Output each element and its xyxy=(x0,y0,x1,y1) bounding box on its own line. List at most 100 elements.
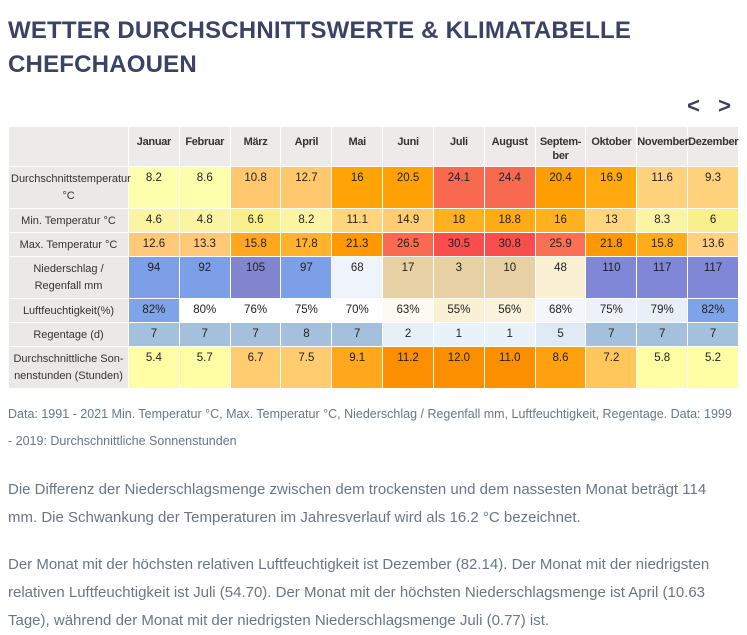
column-header-month: Januar xyxy=(128,126,180,167)
value-cell: 20.4 xyxy=(534,165,587,209)
value-cell: 117 xyxy=(687,255,739,299)
value-cell: 55% xyxy=(432,297,485,323)
value-cell: 105 xyxy=(229,255,282,299)
value-cell: 117 xyxy=(636,255,689,299)
value-cell: 8.2 xyxy=(280,207,333,233)
value-cell: 68% xyxy=(534,297,587,323)
page-title-line1: WETTER DURCHSCHNITTSWERTE & KLIMATABELLE xyxy=(8,17,632,44)
value-cell: 11.1 xyxy=(331,207,384,233)
value-cell: 5.4 xyxy=(128,345,180,389)
table-head: Januar Februar März April Mai Juni Juli August S… xyxy=(8,126,739,167)
value-cell: 76% xyxy=(229,297,282,323)
value-cell: 82% xyxy=(128,297,180,323)
value-cell: 17.8 xyxy=(280,231,333,257)
row-label: Niederschlag / Regenfall mm xyxy=(8,255,129,299)
value-cell: 30.5 xyxy=(432,231,485,257)
value-cell: 15.8 xyxy=(229,231,282,257)
value-cell: 5.8 xyxy=(636,345,689,389)
row-label: Durchschnittstemperatur °C xyxy=(8,165,131,209)
value-cell: 2 xyxy=(382,321,434,347)
value-cell: 7 xyxy=(178,321,231,347)
next-arrow-icon[interactable]: > xyxy=(718,93,731,119)
value-cell: 30.8 xyxy=(483,231,536,257)
value-cell: 7 xyxy=(687,321,739,347)
table-row: Min. Temperatur °C 4.6 4.8 6.6 8.2 11.1 14.9 18… xyxy=(8,207,739,233)
value-cell: 17 xyxy=(382,255,434,299)
value-cell: 7 xyxy=(331,321,384,347)
carousel-nav: < > xyxy=(8,82,739,122)
value-cell: 8.2 xyxy=(128,165,180,209)
climate-table: Januar Februar März April Mai Juni Juli August S… xyxy=(8,126,739,389)
value-cell: 20.5 xyxy=(382,165,434,209)
table-row: Durchschnittstemperatur °C 8.2 8.6 10.8 12.7… xyxy=(8,165,739,209)
column-header-month: März xyxy=(229,126,282,167)
value-cell: 10 xyxy=(483,255,536,299)
value-cell: 9.1 xyxy=(331,345,384,389)
value-cell: 16 xyxy=(331,165,384,209)
value-cell: 7 xyxy=(128,321,180,347)
value-cell: 13.3 xyxy=(178,231,231,257)
value-cell: 5 xyxy=(534,321,587,347)
value-cell: 48 xyxy=(534,255,587,299)
value-cell: 63% xyxy=(382,297,434,323)
value-cell: 6.7 xyxy=(229,345,282,389)
value-cell: 24.4 xyxy=(483,165,536,209)
value-cell: 25.9 xyxy=(534,231,587,257)
value-cell: 7.5 xyxy=(280,345,333,389)
column-header-month: November xyxy=(636,126,689,167)
value-cell: 13 xyxy=(585,207,638,233)
value-cell: 92 xyxy=(178,255,231,299)
value-cell: 75% xyxy=(585,297,638,323)
value-cell: 12.6 xyxy=(128,231,180,257)
table-row: Durchschnittliche Son-nenstunden (Stunde… xyxy=(8,345,739,389)
value-cell: 110 xyxy=(585,255,638,299)
column-header-month: Dezember xyxy=(687,126,739,167)
prev-arrow-icon[interactable]: < xyxy=(687,93,701,119)
value-cell: 18.8 xyxy=(483,207,536,233)
value-cell: 8.3 xyxy=(636,207,689,233)
value-cell: 13.6 xyxy=(687,231,739,257)
value-cell: 4.6 xyxy=(128,207,180,233)
data-source-note: Data: 1991 - 2021 Min. Temperatur °C, Ma… xyxy=(8,406,732,449)
value-cell: 11.6 xyxy=(636,165,689,209)
value-cell: 10.8 xyxy=(229,165,282,209)
value-cell: 1 xyxy=(432,321,485,347)
value-cell: 7.2 xyxy=(585,345,638,389)
value-cell: 15.8 xyxy=(636,231,689,257)
row-label: Durchschnittliche Son-nenstunden (Stunde… xyxy=(8,345,129,389)
value-cell: 26.5 xyxy=(382,231,434,257)
value-cell: 16 xyxy=(534,207,587,233)
value-cell: 94 xyxy=(128,255,180,299)
value-cell: 21.8 xyxy=(585,231,638,257)
table-row: Max. Temperatur °C 12.6 13.3 15.8 17.8 21.3 26… xyxy=(8,231,739,257)
value-cell: 1 xyxy=(483,321,536,347)
value-cell: 7 xyxy=(636,321,689,347)
value-cell: 4.8 xyxy=(178,207,231,233)
table-row: Regentage (d) 7 7 7 8 7 2 1 1 5 7 7 7 xyxy=(8,321,739,347)
value-cell: 75% xyxy=(280,297,333,323)
value-cell: 56% xyxy=(483,297,536,323)
row-label: Luftfeuchtigkeit(%) xyxy=(8,297,129,323)
value-cell: 9.3 xyxy=(687,165,739,209)
column-header-month: Juli xyxy=(432,126,485,167)
column-header-month: Februar xyxy=(178,126,231,167)
precipitation-summary-paragraph: Die Differenz der Niederschlagsmenge zwi… xyxy=(8,480,707,526)
value-cell: 7 xyxy=(585,321,638,347)
table-row: Luftfeuchtigkeit(%) 82% 80% 76% 75% 70% 63% 55%… xyxy=(8,297,739,323)
column-header-month: Mai xyxy=(331,126,384,167)
column-header-month: Oktober xyxy=(585,126,638,167)
value-cell: 8.6 xyxy=(178,165,231,209)
value-cell: 6.6 xyxy=(229,207,282,233)
table-body: Durchschnittstemperatur °C 8.2 8.6 10.8 12.7… xyxy=(8,165,739,389)
row-label: Min. Temperatur °C xyxy=(8,207,129,233)
value-cell: 80% xyxy=(178,297,231,323)
column-header-month: Juni xyxy=(382,126,434,167)
value-cell: 11.0 xyxy=(483,345,536,389)
column-header-month: April xyxy=(280,126,333,167)
value-cell: 97 xyxy=(280,255,333,299)
value-cell: 14.9 xyxy=(382,207,434,233)
row-label: Max. Temperatur °C xyxy=(8,231,129,257)
table-row: Niederschlag / Regenfall mm 94 92 105 97 68 17… xyxy=(8,255,739,299)
corner-cell xyxy=(8,126,129,167)
